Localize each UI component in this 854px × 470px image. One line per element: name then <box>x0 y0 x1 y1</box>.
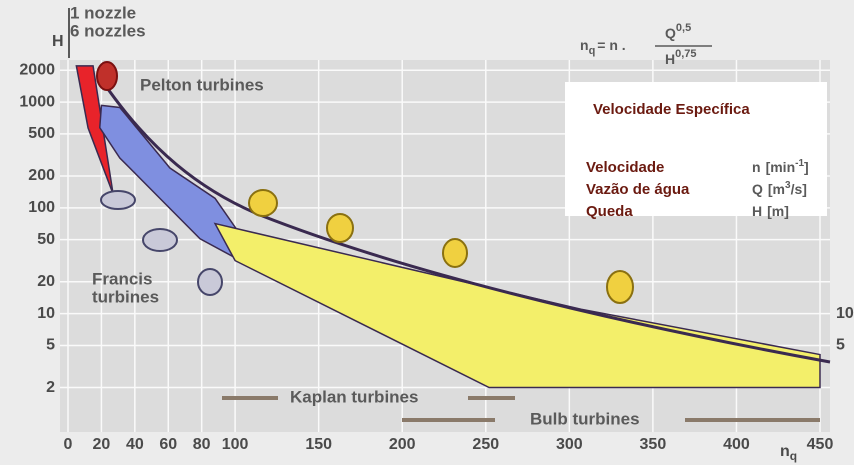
x-tick-label: 20 <box>93 436 111 453</box>
info-label: Vazão de água <box>586 181 690 198</box>
info-label: Velocidade <box>586 159 664 176</box>
info-unit-exp: 3 <box>785 180 791 191</box>
formula-num: Q0,5 <box>665 22 691 41</box>
formula-sub: q <box>589 45 596 57</box>
x-tick-label: 100 <box>222 436 249 453</box>
x-tick-label: 300 <box>556 436 583 453</box>
info-label: Queda <box>586 203 633 220</box>
y-tick-label: 500 <box>28 125 55 142</box>
nozzle-label: 1 nozzle <box>70 3 136 22</box>
x-tick-label: 400 <box>723 436 750 453</box>
kaplan-icon <box>442 238 468 268</box>
info-unit-text: [min <box>766 159 796 175</box>
formula-eq: = n . <box>597 37 625 53</box>
nozzle-label: 6 nozzles <box>70 21 146 40</box>
bulb-icon <box>606 270 634 304</box>
envelope-line <box>101 81 831 364</box>
kaplan-icon <box>248 189 278 217</box>
francis-icon <box>142 228 178 252</box>
turbine-icons <box>96 61 634 304</box>
x-tick-label: 40 <box>126 436 144 453</box>
formula: nq = n . Q0,5 H0,75 <box>580 22 712 67</box>
info-unit-text: [m] <box>767 203 789 219</box>
range-arrows <box>222 396 820 422</box>
info-symbol: Q <box>752 181 763 197</box>
francis-icon <box>197 268 223 296</box>
x-tick-label: 450 <box>807 436 834 453</box>
y-tick-label: 20 <box>37 273 55 290</box>
formula-n: n <box>580 37 589 53</box>
x-tick-label: 200 <box>389 436 416 453</box>
francis-label: Francis <box>92 269 152 288</box>
y2-tick-label: 5 <box>836 337 845 354</box>
y-axis-label: H <box>52 33 64 50</box>
info-box <box>565 82 827 216</box>
x-axis-label-main: n <box>780 443 790 460</box>
formula-q-exp: 0,5 <box>676 22 691 34</box>
y-tick-label: 2 <box>46 379 55 396</box>
info-unit-text: [m <box>768 181 785 197</box>
info-symbol: H <box>752 203 762 219</box>
x-tick-label: 80 <box>193 436 211 453</box>
info-unit: n [min-1] <box>752 158 809 175</box>
x-tick-label: 350 <box>640 436 667 453</box>
info-symbol: n <box>752 159 761 175</box>
info-title: Velocidade Específica <box>593 101 750 118</box>
y-tick-label: 2000 <box>19 61 55 78</box>
y2-tick-label: 10 <box>836 305 854 322</box>
x-tick-label: 60 <box>159 436 177 453</box>
x-axis-label: nq <box>780 443 797 463</box>
francis-label: turbines <box>92 287 159 306</box>
x-tick-label: 150 <box>305 436 332 453</box>
info-unit-end: ] <box>804 159 809 175</box>
x-tick-label: 250 <box>472 436 499 453</box>
formula-h-exp: 0,75 <box>675 48 696 60</box>
y-tick-label: 200 <box>28 167 55 184</box>
formula-h: H <box>665 51 675 67</box>
kaplan-label: Kaplan turbines <box>290 387 418 406</box>
info-unit-end: /s] <box>791 181 807 197</box>
pelton-label: Pelton turbines <box>140 75 264 94</box>
info-unit: H [m] <box>752 203 789 219</box>
y-tick-label: 5 <box>46 337 55 354</box>
formula-q: Q <box>665 25 676 41</box>
formula-den: H0,75 <box>665 48 697 67</box>
bulb-label: Bulb turbines <box>530 409 640 428</box>
x-tick-label: 0 <box>64 436 73 453</box>
info-unit: Q [m3/s] <box>752 180 807 197</box>
y-tick-label: 50 <box>37 231 55 248</box>
y-tick-label: 100 <box>28 199 55 216</box>
info-unit-exp: -1 <box>795 158 804 169</box>
formula-lhs: nq = n . <box>580 37 626 57</box>
y-tick-label: 10 <box>37 305 55 322</box>
info-rows: Velocidade n [min-1] Vazão de água Q [m3/s] Qu… <box>586 158 809 220</box>
francis-icon <box>100 190 136 210</box>
kaplan-icon <box>326 213 354 243</box>
y-tick-label: 1000 <box>19 93 55 110</box>
x-axis-label-sub: q <box>790 449 797 463</box>
pelton-icon <box>96 61 118 91</box>
